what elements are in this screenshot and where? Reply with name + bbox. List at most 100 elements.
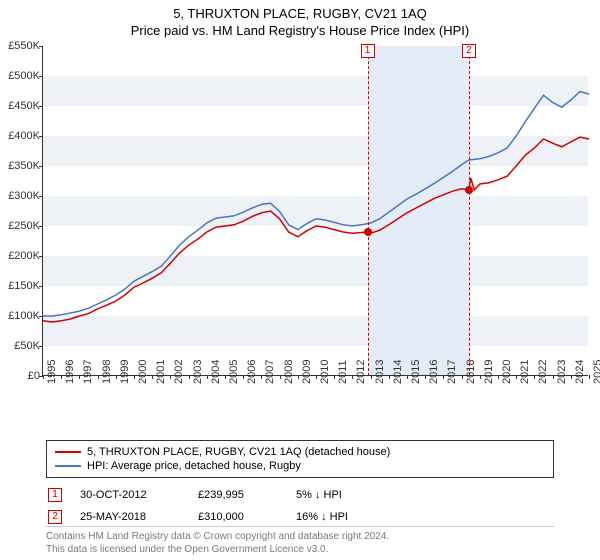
x-tick-label: 2011 <box>337 360 349 384</box>
chart-subtitle: Price paid vs. HM Land Registry's House … <box>0 21 600 38</box>
x-tick <box>589 375 590 379</box>
x-tick <box>43 375 44 379</box>
x-tick-label: 2006 <box>246 360 258 384</box>
x-tick <box>571 375 572 379</box>
x-tick <box>389 375 390 379</box>
x-tick-label: 1999 <box>119 360 131 384</box>
x-tick <box>225 375 226 379</box>
transaction-price: £310,000 <box>198 511 278 523</box>
chart-lines <box>43 46 589 376</box>
x-tick <box>61 375 62 379</box>
chart-title: 5, THRUXTON PLACE, RUGBY, CV21 1AQ <box>0 0 600 21</box>
x-tick <box>207 375 208 379</box>
x-tick-label: 2004 <box>210 360 222 384</box>
y-tick-label: £100K <box>0 310 40 322</box>
legend-box: 5, THRUXTON PLACE, RUGBY, CV21 1AQ (deta… <box>46 440 554 478</box>
x-tick-label: 2013 <box>374 360 386 384</box>
y-tick-label: £550K <box>0 40 40 52</box>
x-tick-label: 1995 <box>46 360 58 384</box>
y-tick-label: £500K <box>0 70 40 82</box>
x-tick <box>170 375 171 379</box>
transaction-row: 225-MAY-2018£310,00016% ↓ HPI <box>46 506 554 528</box>
transaction-date: 25-MAY-2018 <box>80 511 180 523</box>
x-tick <box>134 375 135 379</box>
x-tick <box>516 375 517 379</box>
x-tick <box>189 375 190 379</box>
transaction-marker: 1 <box>48 488 62 502</box>
x-tick <box>498 375 499 379</box>
x-tick-label: 2021 <box>519 360 531 384</box>
transaction-dot <box>465 186 473 194</box>
footer: Contains HM Land Registry data © Crown c… <box>46 526 554 556</box>
transaction-row: 1 30-OCT-2012 £239,995 5% ↓ HPI <box>46 484 554 506</box>
footer-line: Contains HM Land Registry data © Crown c… <box>46 531 554 544</box>
x-tick-label: 2005 <box>228 360 240 384</box>
x-tick <box>553 375 554 379</box>
transaction-marker: 1 <box>361 44 375 58</box>
x-tick <box>462 375 463 379</box>
x-tick-label: 2012 <box>355 360 367 384</box>
x-tick <box>243 375 244 379</box>
transaction-price: £239,995 <box>198 489 278 501</box>
x-tick <box>316 375 317 379</box>
x-tick-label: 2003 <box>192 360 204 384</box>
x-tick <box>152 375 153 379</box>
x-tick-label: 2015 <box>410 360 422 384</box>
x-tick <box>334 375 335 379</box>
x-tick-label: 2001 <box>155 360 167 384</box>
legend-label: 5, THRUXTON PLACE, RUGBY, CV21 1AQ (deta… <box>87 446 390 458</box>
legend-swatch <box>55 465 81 467</box>
x-tick <box>371 375 372 379</box>
transaction-diff: 5% ↓ HPI <box>296 489 386 501</box>
y-tick-label: £250K <box>0 220 40 232</box>
legend-item-hpi: HPI: Average price, detached house, Rugb… <box>55 459 545 473</box>
x-tick-label: 2019 <box>483 360 495 384</box>
x-tick <box>443 375 444 379</box>
x-tick-label: 2020 <box>501 360 513 384</box>
x-tick <box>425 375 426 379</box>
x-tick <box>298 375 299 379</box>
footer-line: This data is licensed under the Open Gov… <box>46 544 554 557</box>
y-tick-label: £300K <box>0 190 40 202</box>
y-tick-label: £200K <box>0 250 40 262</box>
x-tick <box>261 375 262 379</box>
transaction-vline <box>368 46 369 376</box>
transaction-date: 30-OCT-2012 <box>80 489 180 501</box>
x-tick-label: 2007 <box>264 360 276 384</box>
x-tick-label: 2002 <box>173 360 185 384</box>
y-tick-label: £50K <box>0 340 40 352</box>
x-tick-label: 2017 <box>446 360 458 384</box>
legend-section: 5, THRUXTON PLACE, RUGBY, CV21 1AQ (deta… <box>46 440 554 528</box>
x-tick <box>407 375 408 379</box>
x-tick-label: 2025 <box>592 360 600 384</box>
x-tick-label: 2023 <box>556 360 568 384</box>
transaction-marker: 2 <box>462 44 476 58</box>
x-tick-label: 2024 <box>574 360 586 384</box>
y-tick-label: £450K <box>0 100 40 112</box>
x-tick <box>79 375 80 379</box>
x-tick <box>116 375 117 379</box>
x-tick-label: 2016 <box>428 360 440 384</box>
y-tick-label: £0 <box>0 370 40 382</box>
x-tick <box>98 375 99 379</box>
x-tick-label: 2010 <box>319 360 331 384</box>
x-tick-label: 2009 <box>301 360 313 384</box>
legend-item-paid: 5, THRUXTON PLACE, RUGBY, CV21 1AQ (deta… <box>55 445 545 459</box>
y-tick-label: £350K <box>0 160 40 172</box>
y-tick-label: £150K <box>0 280 40 292</box>
transaction-diff: 16% ↓ HPI <box>296 511 386 523</box>
legend-swatch <box>55 451 81 453</box>
chart: 12 <box>42 46 588 402</box>
x-tick-label: 1998 <box>101 360 113 384</box>
series-hpi <box>43 92 589 316</box>
x-tick <box>480 375 481 379</box>
x-tick-label: 2000 <box>137 360 149 384</box>
transaction-dot <box>364 228 372 236</box>
transaction-vline <box>469 46 470 376</box>
x-tick <box>280 375 281 379</box>
x-tick-label: 2014 <box>392 360 404 384</box>
y-tick-label: £400K <box>0 130 40 142</box>
legend-label: HPI: Average price, detached house, Rugb… <box>87 460 301 472</box>
x-tick-label: 1996 <box>64 360 76 384</box>
x-tick-label: 2022 <box>537 360 549 384</box>
